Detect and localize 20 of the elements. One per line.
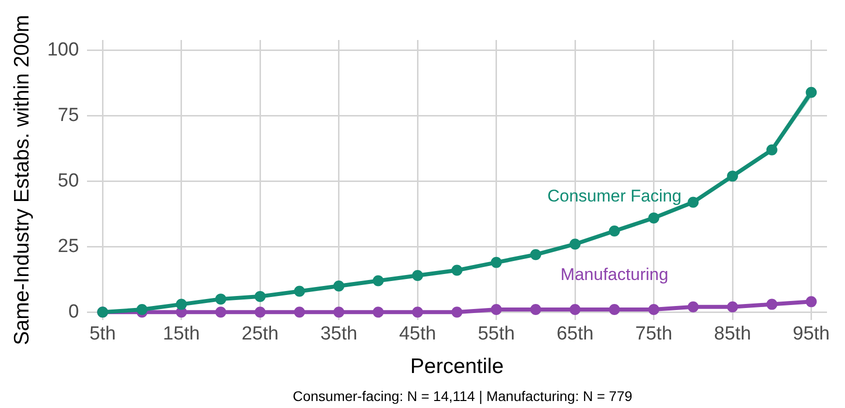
- x-tick-label: 5th: [89, 324, 116, 345]
- x-tick-label: 25th: [242, 324, 279, 345]
- x-tick-label: 65th: [556, 324, 594, 345]
- series-label: Consumer Facing: [547, 186, 682, 206]
- x-tick-label: 15th: [162, 324, 200, 345]
- y-tick-label: 100: [47, 40, 79, 61]
- y-axis-title: Same-Industry Estabs. within 200m: [10, 14, 34, 346]
- x-tick-label: 35th: [320, 324, 358, 345]
- x-axis-title: Percentile: [410, 355, 504, 378]
- x-tick-label: 85th: [714, 324, 752, 345]
- x-tick-label: 75th: [635, 324, 672, 345]
- y-tick-label: 0: [68, 301, 79, 322]
- x-tick-label: 55th: [478, 324, 515, 345]
- y-tick-label: 25: [58, 236, 79, 257]
- x-tick-label: 45th: [399, 324, 436, 345]
- y-tick-label: 75: [58, 105, 79, 126]
- text: Consumer-facing: N = 14,114 | Manufacturing: N = 779: [292, 388, 632, 404]
- y-tick-label: 50: [58, 170, 79, 192]
- x-tick-label: 95th: [792, 324, 830, 345]
- series-label: Manufacturing: [560, 265, 668, 284]
